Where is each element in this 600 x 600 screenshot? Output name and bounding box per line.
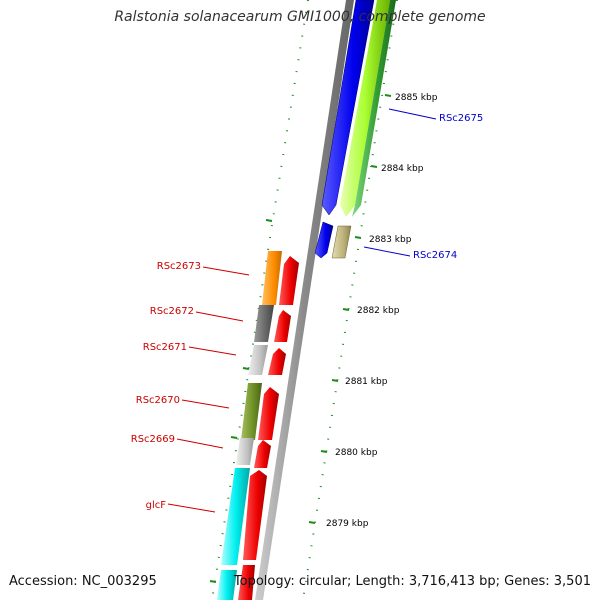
tick-label: 2882 kbp <box>357 306 400 316</box>
tick-label: 2880 kbp <box>335 448 378 458</box>
tick-label: 2879 kbp <box>326 519 369 529</box>
tick-label: 2884 kbp <box>381 164 424 174</box>
gene-label-rsc2675[interactable]: RSc2675 <box>439 113 483 124</box>
cds-rsc2674 <box>314 221 334 259</box>
cds-rsc2670-red <box>258 387 279 440</box>
cds-glcf <box>221 468 250 565</box>
cds-rsc2670 <box>241 383 262 440</box>
cds-rsc2675-lime <box>340 0 390 217</box>
tick-label: 2885 kbp <box>395 93 438 103</box>
map-title: Ralstonia solanacearum GMI1000, complete… <box>114 9 486 25</box>
topology-text: Topology: circular; Length: 3,716,413 bp… <box>233 574 591 589</box>
gene-label-rsc2673[interactable]: RSc2673 <box>157 261 201 272</box>
gene-label-rsc2671[interactable]: RSc2671 <box>143 342 187 353</box>
cds-rsc2669 <box>236 438 254 465</box>
gene-label-rsc2669[interactable]: RSc2669 <box>131 434 175 445</box>
cds-rsc2674-tan <box>331 225 352 259</box>
gene-label-rsc2670[interactable]: RSc2670 <box>136 395 180 406</box>
reverse-strand-features <box>217 251 299 600</box>
cds-next-red <box>238 565 255 600</box>
gene-label-glcf[interactable]: glcF <box>146 500 167 511</box>
reverse-gene-labels: RSc2673 RSc2672 RSc2671 RSc2670 RSc2669 … <box>131 261 250 513</box>
tick-marks: 2885 kbp 2884 kbp 2883 kbp 2882 kbp 2881… <box>209 93 438 583</box>
gene-label-rsc2672[interactable]: RSc2672 <box>150 306 194 317</box>
tick-label: 2881 kbp <box>345 377 388 387</box>
tick-label: 2883 kbp <box>369 235 412 245</box>
cds-rsc2672 <box>254 305 274 342</box>
genome-backbone <box>255 0 354 600</box>
cds-rsc2669-red <box>254 440 271 468</box>
cds-rsc2671-red <box>268 348 286 375</box>
accession-text: Accession: NC_003295 <box>9 574 157 589</box>
cds-rsc2673-red <box>279 256 299 305</box>
cds-rsc2675-green <box>352 0 396 217</box>
cds-rsc2671 <box>248 345 268 375</box>
cds-rsc2672-red <box>274 310 291 342</box>
cds-glcf-red <box>243 470 267 560</box>
forward-strand-features <box>314 0 396 259</box>
gene-label-rsc2674[interactable]: RSc2674 <box>413 250 457 261</box>
forward-gene-labels: RSc2675 RSc2674 <box>363 108 483 261</box>
cds-next-cyan <box>217 570 237 600</box>
cds-rsc2673 <box>262 251 282 305</box>
cds-rsc2675 <box>321 0 375 216</box>
